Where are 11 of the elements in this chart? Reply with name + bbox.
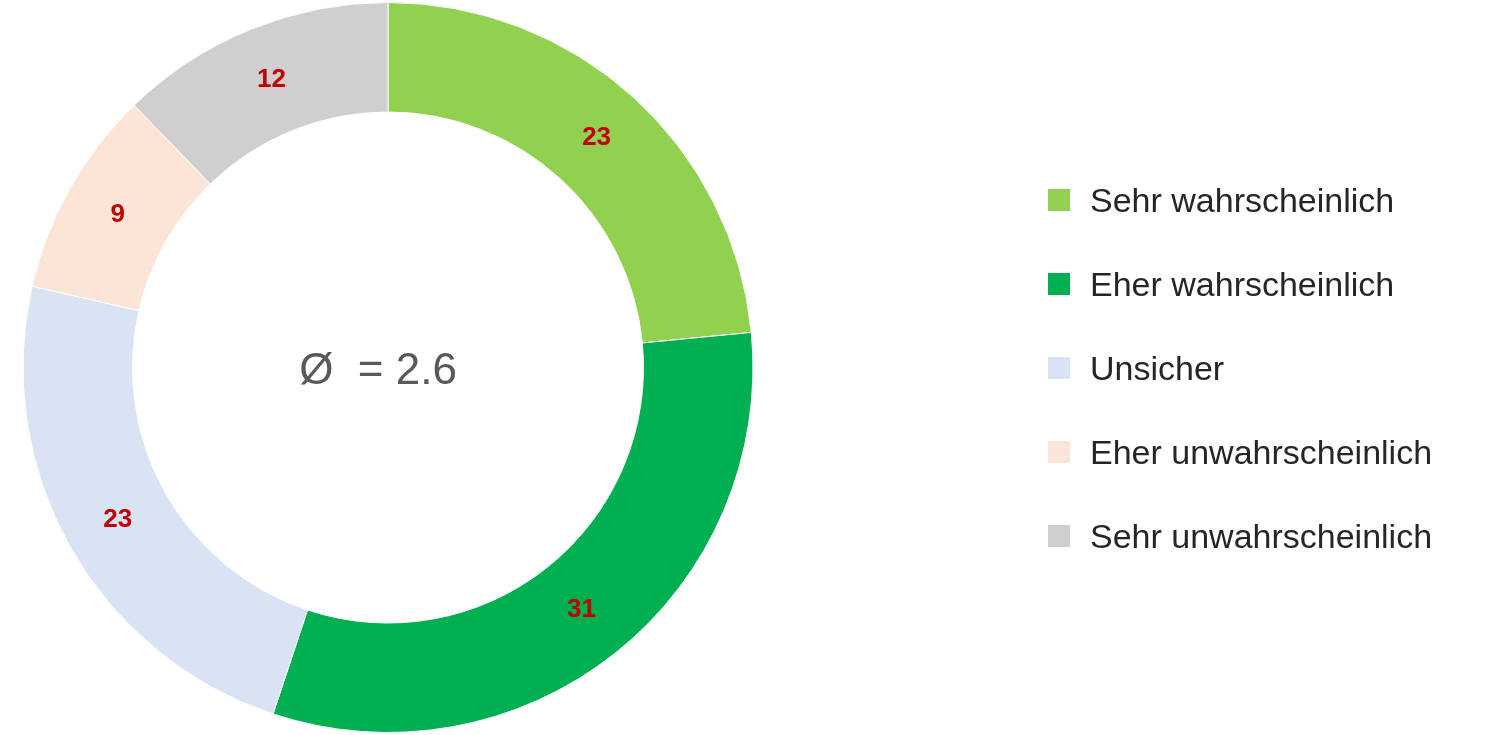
legend-label: Unsicher (1090, 348, 1225, 388)
legend-label: Eher wahrscheinlich (1090, 264, 1395, 304)
data-label: 23 (103, 502, 133, 533)
data-label: 23 (582, 121, 612, 151)
legend-label: Sehr wahrscheinlich (1090, 180, 1395, 220)
data-label: 9 (110, 198, 125, 229)
legend-label: Sehr unwahrscheinlich (1090, 516, 1433, 556)
data-label: 12 (257, 63, 287, 94)
text: Ø = 2.6 (299, 343, 457, 393)
legend-label: Eher unwahrscheinlich (1090, 432, 1433, 472)
data-label: 31 (566, 593, 596, 624)
